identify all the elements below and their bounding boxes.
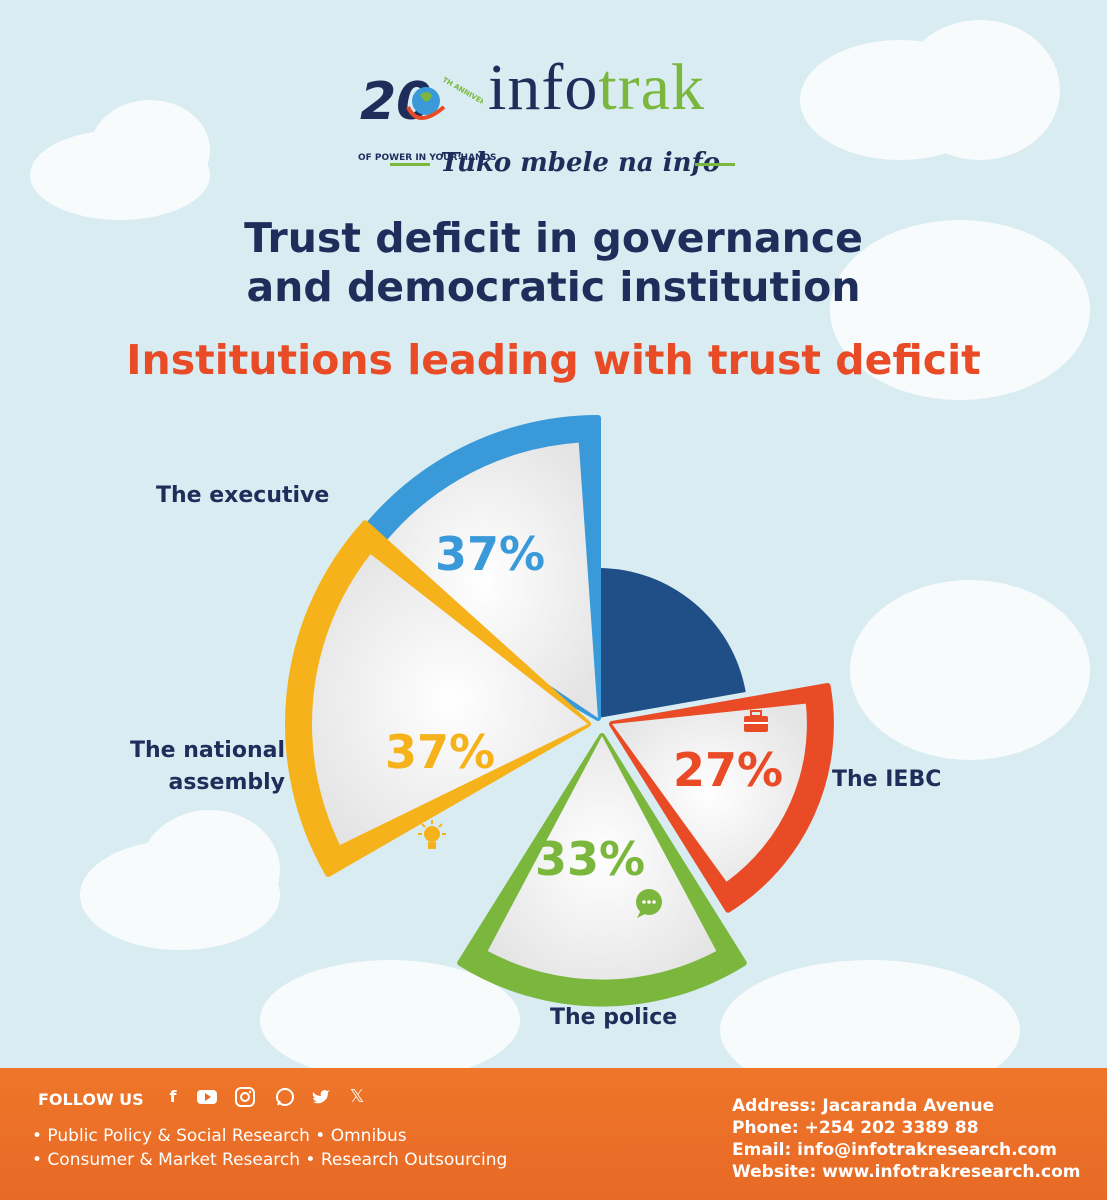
trust-deficit-chart: 37% 37% 33% 27% xyxy=(285,415,834,1007)
cloud xyxy=(140,810,280,930)
lightbulb-icon xyxy=(418,820,446,849)
title-line-1: Trust deficit in governance xyxy=(244,214,863,262)
instagram-icon[interactable] xyxy=(234,1086,256,1108)
slice-inner-the-national-assembly xyxy=(312,554,588,845)
contact-email[interactable]: Email: info@infotrakresearch.com xyxy=(732,1140,1057,1160)
anniversary-subtitle: OF POWER IN YOUR HANDS xyxy=(358,153,497,163)
brand-part-2: trak xyxy=(598,51,705,124)
contact-phone: Phone: +254 202 3389 88 xyxy=(732,1118,979,1138)
cloud xyxy=(850,580,1090,760)
facebook-icon[interactable]: f xyxy=(169,1087,177,1106)
anniversary-logo: 20 TH ANNIVERSARY xyxy=(360,72,483,132)
x-icon[interactable]: 𝕏 xyxy=(349,1086,365,1107)
tagline-rule-right xyxy=(695,163,735,166)
contact-website[interactable]: Website: www.infotrakresearch.com xyxy=(732,1162,1081,1182)
brand-header: 20 TH ANNIVERSARY OF POWER IN YOUR HANDS… xyxy=(0,55,1107,185)
brand-part-1: info xyxy=(488,51,599,124)
whatsapp-icon[interactable] xyxy=(274,1086,296,1108)
value-label-the-executive: 37% xyxy=(435,527,545,581)
background-wedge xyxy=(598,568,746,718)
slice-inner-the-executive xyxy=(369,442,598,718)
cloud xyxy=(900,20,1060,160)
label-assembly-line-1: The national xyxy=(130,738,285,763)
contact-address: Address: Jacaranda Avenue xyxy=(732,1096,995,1116)
value-label-the-iebc: 27% xyxy=(673,743,783,797)
footer: FOLLOW US f 𝕏 • Public Policy & Social R… xyxy=(0,1068,1107,1200)
chat-bubble-icon xyxy=(636,889,662,918)
tagline: Tuko mbele na info xyxy=(440,148,721,178)
label-iebc: The IEBC xyxy=(832,767,942,792)
value-label-the-police: 33% xyxy=(535,832,645,886)
chart-subtitle: Institutions leading with trust deficit xyxy=(126,336,981,384)
slice-inner-the-iebc xyxy=(612,703,807,882)
cloud xyxy=(260,960,520,1080)
youtube-icon[interactable] xyxy=(196,1086,218,1108)
briefcase-icon xyxy=(744,710,768,732)
follow-us-label: FOLLOW US xyxy=(38,1090,144,1109)
services-line-2: • Consumer & Market Research • Research … xyxy=(32,1150,508,1170)
title-line-2: and democratic institution xyxy=(246,263,861,311)
value-label-the-national-assembly: 37% xyxy=(385,725,495,779)
page-title: Trust deficit in governance and democrat… xyxy=(0,214,1107,312)
brand-wordmark: infotrak xyxy=(488,55,705,121)
cloud xyxy=(90,100,210,200)
services-line-1: • Public Policy & Social Research • Omni… xyxy=(32,1126,407,1146)
tagline-rule-left xyxy=(390,163,430,166)
twitter-icon[interactable] xyxy=(310,1086,332,1108)
label-police: The police xyxy=(550,1005,678,1030)
label-assembly-line-2: assembly xyxy=(168,770,285,795)
label-national-assembly: The national assembly xyxy=(108,735,285,799)
slice-inner-the-police xyxy=(487,736,717,980)
label-executive: The executive xyxy=(156,483,330,508)
cloud xyxy=(830,220,1090,400)
